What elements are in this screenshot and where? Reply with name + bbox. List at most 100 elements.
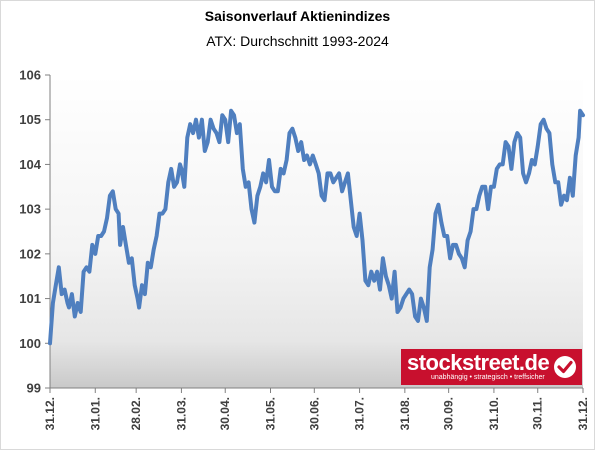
data-point bbox=[369, 270, 373, 274]
data-point bbox=[209, 118, 213, 122]
data-point bbox=[521, 171, 525, 175]
data-point bbox=[249, 207, 254, 211]
data-point bbox=[166, 180, 170, 184]
data-point bbox=[401, 297, 405, 301]
data-point bbox=[352, 225, 356, 229]
data-point bbox=[390, 297, 394, 301]
data-point bbox=[314, 162, 318, 166]
series-line bbox=[48, 108, 585, 346]
data-point bbox=[515, 131, 519, 135]
data-point bbox=[512, 140, 517, 144]
data-point bbox=[67, 305, 71, 310]
data-point bbox=[282, 171, 286, 175]
data-point bbox=[136, 297, 140, 301]
data-point bbox=[378, 288, 382, 292]
data-point bbox=[413, 314, 417, 319]
x-tick-label: 31.10. bbox=[487, 397, 501, 430]
data-point bbox=[553, 180, 557, 184]
data-point bbox=[393, 270, 397, 274]
data-point bbox=[290, 127, 294, 131]
x-tick-label: 30.04. bbox=[218, 397, 232, 430]
data-point bbox=[436, 203, 440, 207]
data-point bbox=[121, 225, 125, 229]
data-point bbox=[578, 109, 582, 113]
data-point bbox=[375, 270, 379, 274]
data-point bbox=[358, 212, 362, 216]
data-point bbox=[226, 140, 230, 144]
data-point bbox=[346, 171, 350, 175]
data-point bbox=[84, 265, 89, 269]
data-point bbox=[261, 171, 265, 175]
data-point bbox=[118, 243, 122, 247]
data-point bbox=[366, 283, 370, 287]
y-tick-label: 100 bbox=[19, 336, 41, 351]
x-tick-label: 31.07. bbox=[353, 397, 367, 430]
data-point bbox=[96, 234, 100, 238]
data-point bbox=[489, 185, 493, 189]
data-point bbox=[325, 171, 330, 175]
data-point bbox=[212, 127, 216, 131]
data-point bbox=[203, 149, 207, 153]
x-tick-label: 30.09. bbox=[442, 397, 456, 430]
data-point bbox=[425, 319, 429, 323]
data-point bbox=[530, 158, 534, 162]
x-tick-label: 31.08. bbox=[398, 397, 412, 430]
check-icon bbox=[554, 356, 576, 378]
data-point bbox=[506, 144, 511, 149]
data-point bbox=[349, 198, 353, 202]
data-point bbox=[322, 198, 327, 202]
data-point bbox=[114, 207, 118, 211]
data-point bbox=[381, 256, 385, 260]
data-point bbox=[384, 274, 388, 278]
data-point bbox=[105, 216, 109, 220]
data-point bbox=[320, 194, 324, 198]
x-tick-label: 30.11. bbox=[531, 397, 545, 430]
data-point bbox=[99, 234, 103, 238]
data-point bbox=[206, 140, 210, 144]
data-point bbox=[343, 180, 347, 184]
data-point bbox=[565, 198, 569, 202]
y-tick-label: 105 bbox=[19, 112, 41, 127]
data-point bbox=[498, 162, 502, 166]
data-point bbox=[340, 189, 344, 193]
data-point bbox=[317, 171, 321, 175]
data-point bbox=[87, 270, 91, 274]
data-point bbox=[60, 292, 64, 296]
data-point bbox=[544, 127, 549, 131]
data-point bbox=[54, 283, 58, 287]
data-point bbox=[160, 212, 164, 216]
data-point bbox=[398, 305, 403, 310]
data-point bbox=[232, 113, 236, 117]
data-point bbox=[299, 140, 303, 144]
y-tick-label: 106 bbox=[19, 68, 41, 83]
data-point bbox=[140, 283, 144, 287]
data-point bbox=[410, 292, 414, 296]
data-point bbox=[486, 207, 490, 211]
data-point bbox=[108, 194, 112, 198]
y-tick-label: 103 bbox=[19, 202, 41, 217]
data-point bbox=[483, 185, 487, 189]
data-point bbox=[63, 288, 67, 292]
data-point bbox=[238, 122, 242, 126]
data-point bbox=[276, 189, 280, 193]
x-tick-label: 31.05. bbox=[264, 397, 278, 430]
data-point bbox=[504, 140, 508, 144]
brand-name: stockstreet.de bbox=[407, 350, 550, 375]
data-point bbox=[471, 207, 476, 211]
data-point bbox=[258, 185, 262, 189]
data-point bbox=[407, 288, 411, 292]
data-point bbox=[293, 136, 297, 140]
data-point bbox=[188, 122, 192, 126]
data-point bbox=[124, 243, 128, 247]
data-point bbox=[48, 341, 52, 345]
data-point bbox=[463, 265, 467, 269]
data-point bbox=[363, 279, 367, 283]
data-point bbox=[270, 185, 274, 189]
y-tick-label: 102 bbox=[19, 246, 41, 261]
data-point bbox=[372, 279, 376, 283]
plot-area bbox=[50, 75, 583, 388]
data-point bbox=[395, 310, 400, 314]
chart-title: Saisonverlauf Aktienindizes bbox=[204, 8, 391, 24]
data-point bbox=[428, 265, 432, 269]
